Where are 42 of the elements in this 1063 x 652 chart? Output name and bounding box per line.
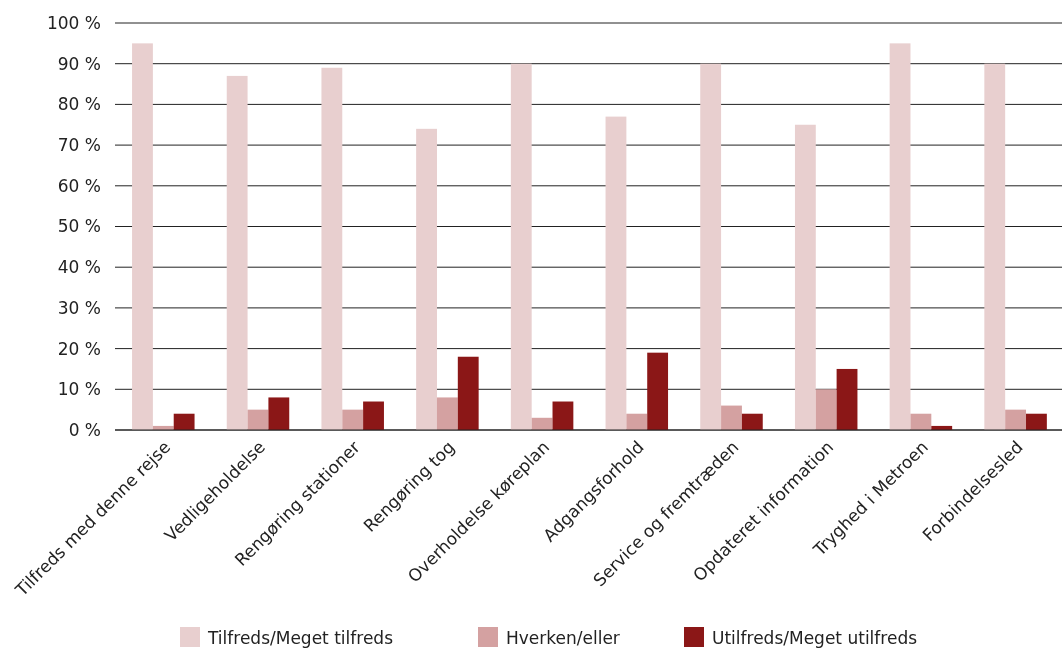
bar [1026, 413, 1047, 430]
bar [647, 352, 669, 430]
bar [1005, 409, 1027, 430]
bar [457, 356, 479, 430]
bar [910, 413, 932, 430]
bar [247, 409, 269, 430]
bar [605, 116, 627, 430]
bar [363, 401, 384, 430]
bar [342, 409, 364, 430]
bar [552, 401, 574, 430]
bar [416, 128, 437, 430]
bar [700, 63, 722, 430]
bar [531, 417, 553, 430]
y-tick-label: 40 % [57, 257, 101, 278]
bar [268, 397, 290, 430]
y-tick-label: 60 % [57, 175, 101, 196]
y-tick-label: 50 % [57, 216, 101, 237]
bar [741, 413, 763, 430]
y-tick-label: 30 % [57, 297, 101, 318]
y-tick-label: 100 % [46, 12, 101, 33]
bar [836, 368, 858, 430]
y-tick-label: 0 % [68, 419, 101, 440]
y-tick-label: 70 % [57, 135, 101, 156]
legend-label: Utilfreds/Meget utilfreds [712, 627, 918, 648]
bar [984, 63, 1006, 430]
bar [436, 397, 458, 430]
bar [721, 405, 742, 430]
bar [794, 124, 816, 430]
y-tick-label: 90 % [57, 53, 101, 74]
bar [889, 43, 911, 430]
y-tick-label: 20 % [57, 338, 101, 359]
bar [626, 413, 648, 430]
bar [321, 67, 343, 430]
y-tick-label: 80 % [57, 94, 101, 115]
legend-label: Hverken/eller [506, 627, 620, 648]
legend-label: Tilfreds/Meget tilfreds [207, 627, 394, 648]
bar [226, 75, 248, 430]
y-tick-label: 10 % [57, 379, 101, 400]
bar [173, 413, 195, 430]
bar [510, 63, 532, 430]
bar [132, 43, 153, 430]
bar [815, 389, 837, 430]
